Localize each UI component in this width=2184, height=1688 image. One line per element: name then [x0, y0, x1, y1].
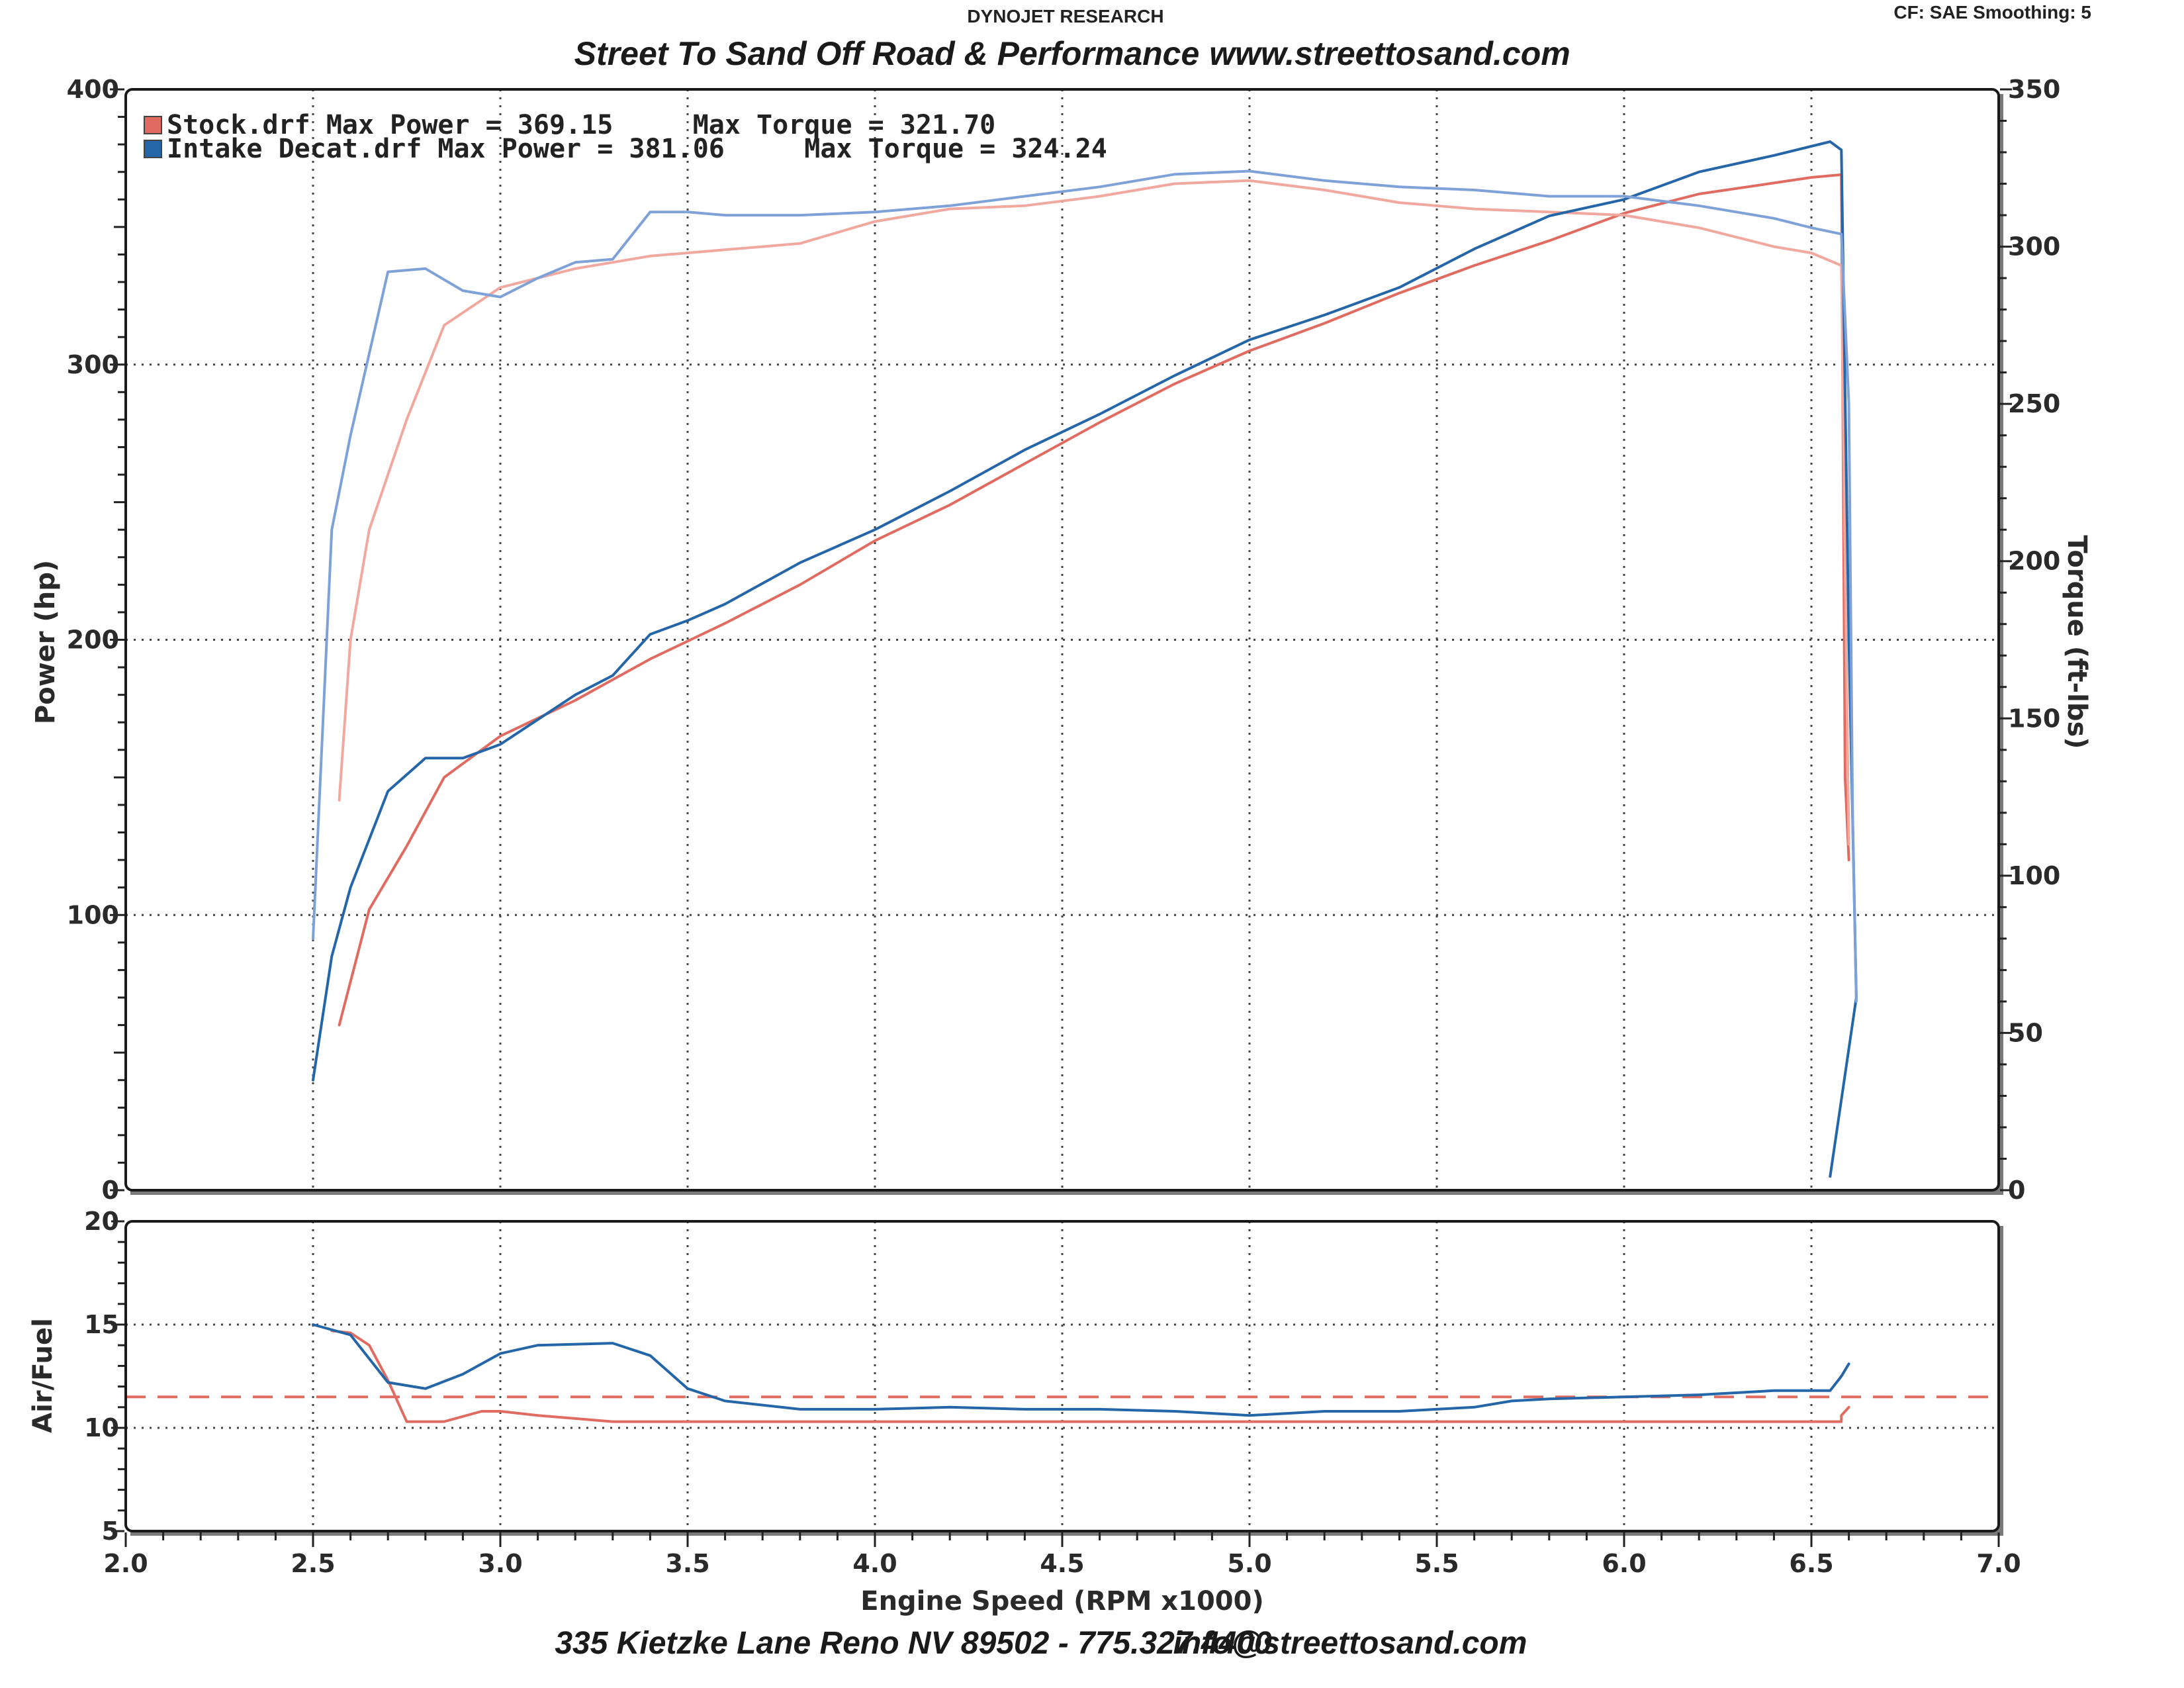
rpm-tick-label: 3.5 [665, 1549, 709, 1578]
af-tick-label: 10 [84, 1413, 119, 1442]
torque-tick-label: 250 [2008, 389, 2060, 418]
footer-address: 335 Kietzke Lane Reno NV 89502 - 775.327… [555, 1626, 1272, 1661]
af-panel-background [126, 1221, 1999, 1531]
power-torque-panel: 0 100 200 300 400 0 50 100 150 200 250 300 350 [67, 75, 2061, 1205]
stock-torque-line [338, 179, 1850, 846]
stock-power-line [338, 173, 1850, 1027]
power-ticks: 0 100 200 300 400 0 50 100 150 200 250 300 350 [67, 75, 2061, 1205]
rpm-tick-label: 7.0 [1976, 1549, 2021, 1578]
torque-tick-label: 200 [2008, 547, 2060, 576]
rpm-tick-label: 2.0 [103, 1549, 148, 1578]
panel-frame [124, 88, 2000, 1192]
air-fuel-axis-label: Air/Fuel [28, 1318, 58, 1433]
torque-tick-label: 150 [2008, 704, 2060, 733]
af-panel-frame [124, 1220, 2000, 1532]
power-torque-series [312, 140, 1858, 1178]
power-tick-label: 0 [102, 1176, 119, 1205]
shop-website: www.streettosand.com [1209, 35, 1570, 72]
stock-af-line [330, 1329, 1850, 1423]
torque-tick-label: 350 [2008, 75, 2060, 104]
power-tick-label: 200 [67, 626, 119, 655]
rpm-tick-label: 5.5 [1414, 1549, 1459, 1578]
rpm-tick-label: 4.5 [1040, 1549, 1084, 1578]
shop-name: Street To Sand Off Road & Performance [574, 35, 1200, 72]
legend-swatch-stock [144, 116, 162, 134]
power-tick-label: 300 [67, 350, 119, 379]
power-axis-label: Power (hp) [30, 560, 61, 724]
rpm-tick-label: 6.5 [1789, 1549, 1833, 1578]
legend-intake: Intake Decat.drf Max Power = 381.06 Max … [167, 134, 1107, 164]
legend-stock: Stock.drf Max Power = 369.15 Max Torque … [167, 110, 995, 140]
rpm-tick-label: 2.5 [291, 1549, 335, 1578]
rpm-tick-label: 3.0 [478, 1549, 522, 1578]
torque-tick-label: 300 [2008, 232, 2060, 261]
power-tick-label: 100 [67, 900, 119, 929]
af-tick-label: 5 [102, 1517, 119, 1546]
legend-swatch-intake [144, 140, 162, 158]
af-tick-label: 20 [84, 1207, 119, 1236]
dyno-settings: CF: SAE Smoothing: 5 [1893, 2, 2091, 23]
engine-speed-axis-label: Engine Speed (RPM x1000) [860, 1586, 1263, 1617]
rpm-tick-label: 5.0 [1227, 1549, 1271, 1578]
intake-torque-line [312, 169, 1858, 1003]
torque-tick-label: 100 [2008, 861, 2060, 890]
air-fuel-panel: 5 10 15 20 2.0 2.5 3.0 3.5 4.0 4.5 5.0 5.5 6.0 6.5 7.0 [84, 1207, 2021, 1578]
af-tick-label: 15 [84, 1310, 119, 1339]
af-series [126, 1323, 1999, 1423]
torque-tick-label: 0 [2008, 1176, 2025, 1205]
brand-title: DYNOJET RESEARCH [967, 6, 1163, 26]
rpm-tick-label: 4.0 [852, 1549, 897, 1578]
power-grid [126, 89, 1999, 1190]
power-tick-label: 400 [67, 75, 119, 104]
torque-axis-label: Torque (ft-lbs) [2062, 535, 2092, 749]
legend: Stock.drf Max Power = 369.15 Max Torque … [144, 110, 1107, 164]
intake-af-line [312, 1323, 1850, 1417]
af-ticks: 5 10 15 20 2.0 2.5 3.0 3.5 4.0 4.5 5.0 5.5 6.0 6.5 7.0 [84, 1207, 2021, 1578]
panel-background [126, 89, 1999, 1190]
footer-email: info@streettosand.com [1173, 1626, 1527, 1661]
intake-power-line [312, 140, 1858, 1178]
torque-tick-label: 50 [2008, 1018, 2043, 1047]
rpm-tick-label: 6.0 [1602, 1549, 1646, 1578]
